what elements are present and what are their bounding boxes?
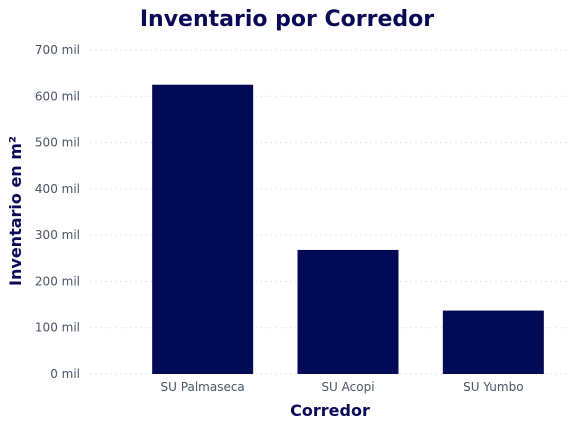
y-tick-label: 100 mil [35, 321, 80, 335]
x-axis-ticks: SU Palmaseca SU Acopi SU Yumbo [161, 380, 524, 394]
y-tick-label: 600 mil [35, 89, 80, 103]
y-tick-label: 0 mil [50, 367, 80, 381]
bar [297, 249, 399, 374]
x-tick-label: SU Palmaseca [161, 380, 245, 394]
bar [152, 84, 254, 374]
chart-title: Inventario por Corredor [140, 7, 434, 32]
y-tick-label: 200 mil [35, 274, 80, 288]
y-tick-label: 300 mil [35, 228, 80, 242]
x-tick-label: SU Yumbo [463, 380, 523, 394]
y-axis-title: Inventario en m² [6, 136, 25, 286]
x-axis-title: Corredor [290, 401, 370, 420]
y-tick-label: 400 mil [35, 182, 80, 196]
y-tick-label: 500 mil [35, 136, 80, 150]
bar [442, 310, 544, 374]
y-tick-label: 700 mil [35, 43, 80, 57]
x-tick-label: SU Acopi [321, 380, 374, 394]
bars [152, 84, 544, 374]
y-axis-ticks: 0 mil 100 mil 200 mil 300 mil 400 mil 500 mil… [35, 43, 80, 381]
